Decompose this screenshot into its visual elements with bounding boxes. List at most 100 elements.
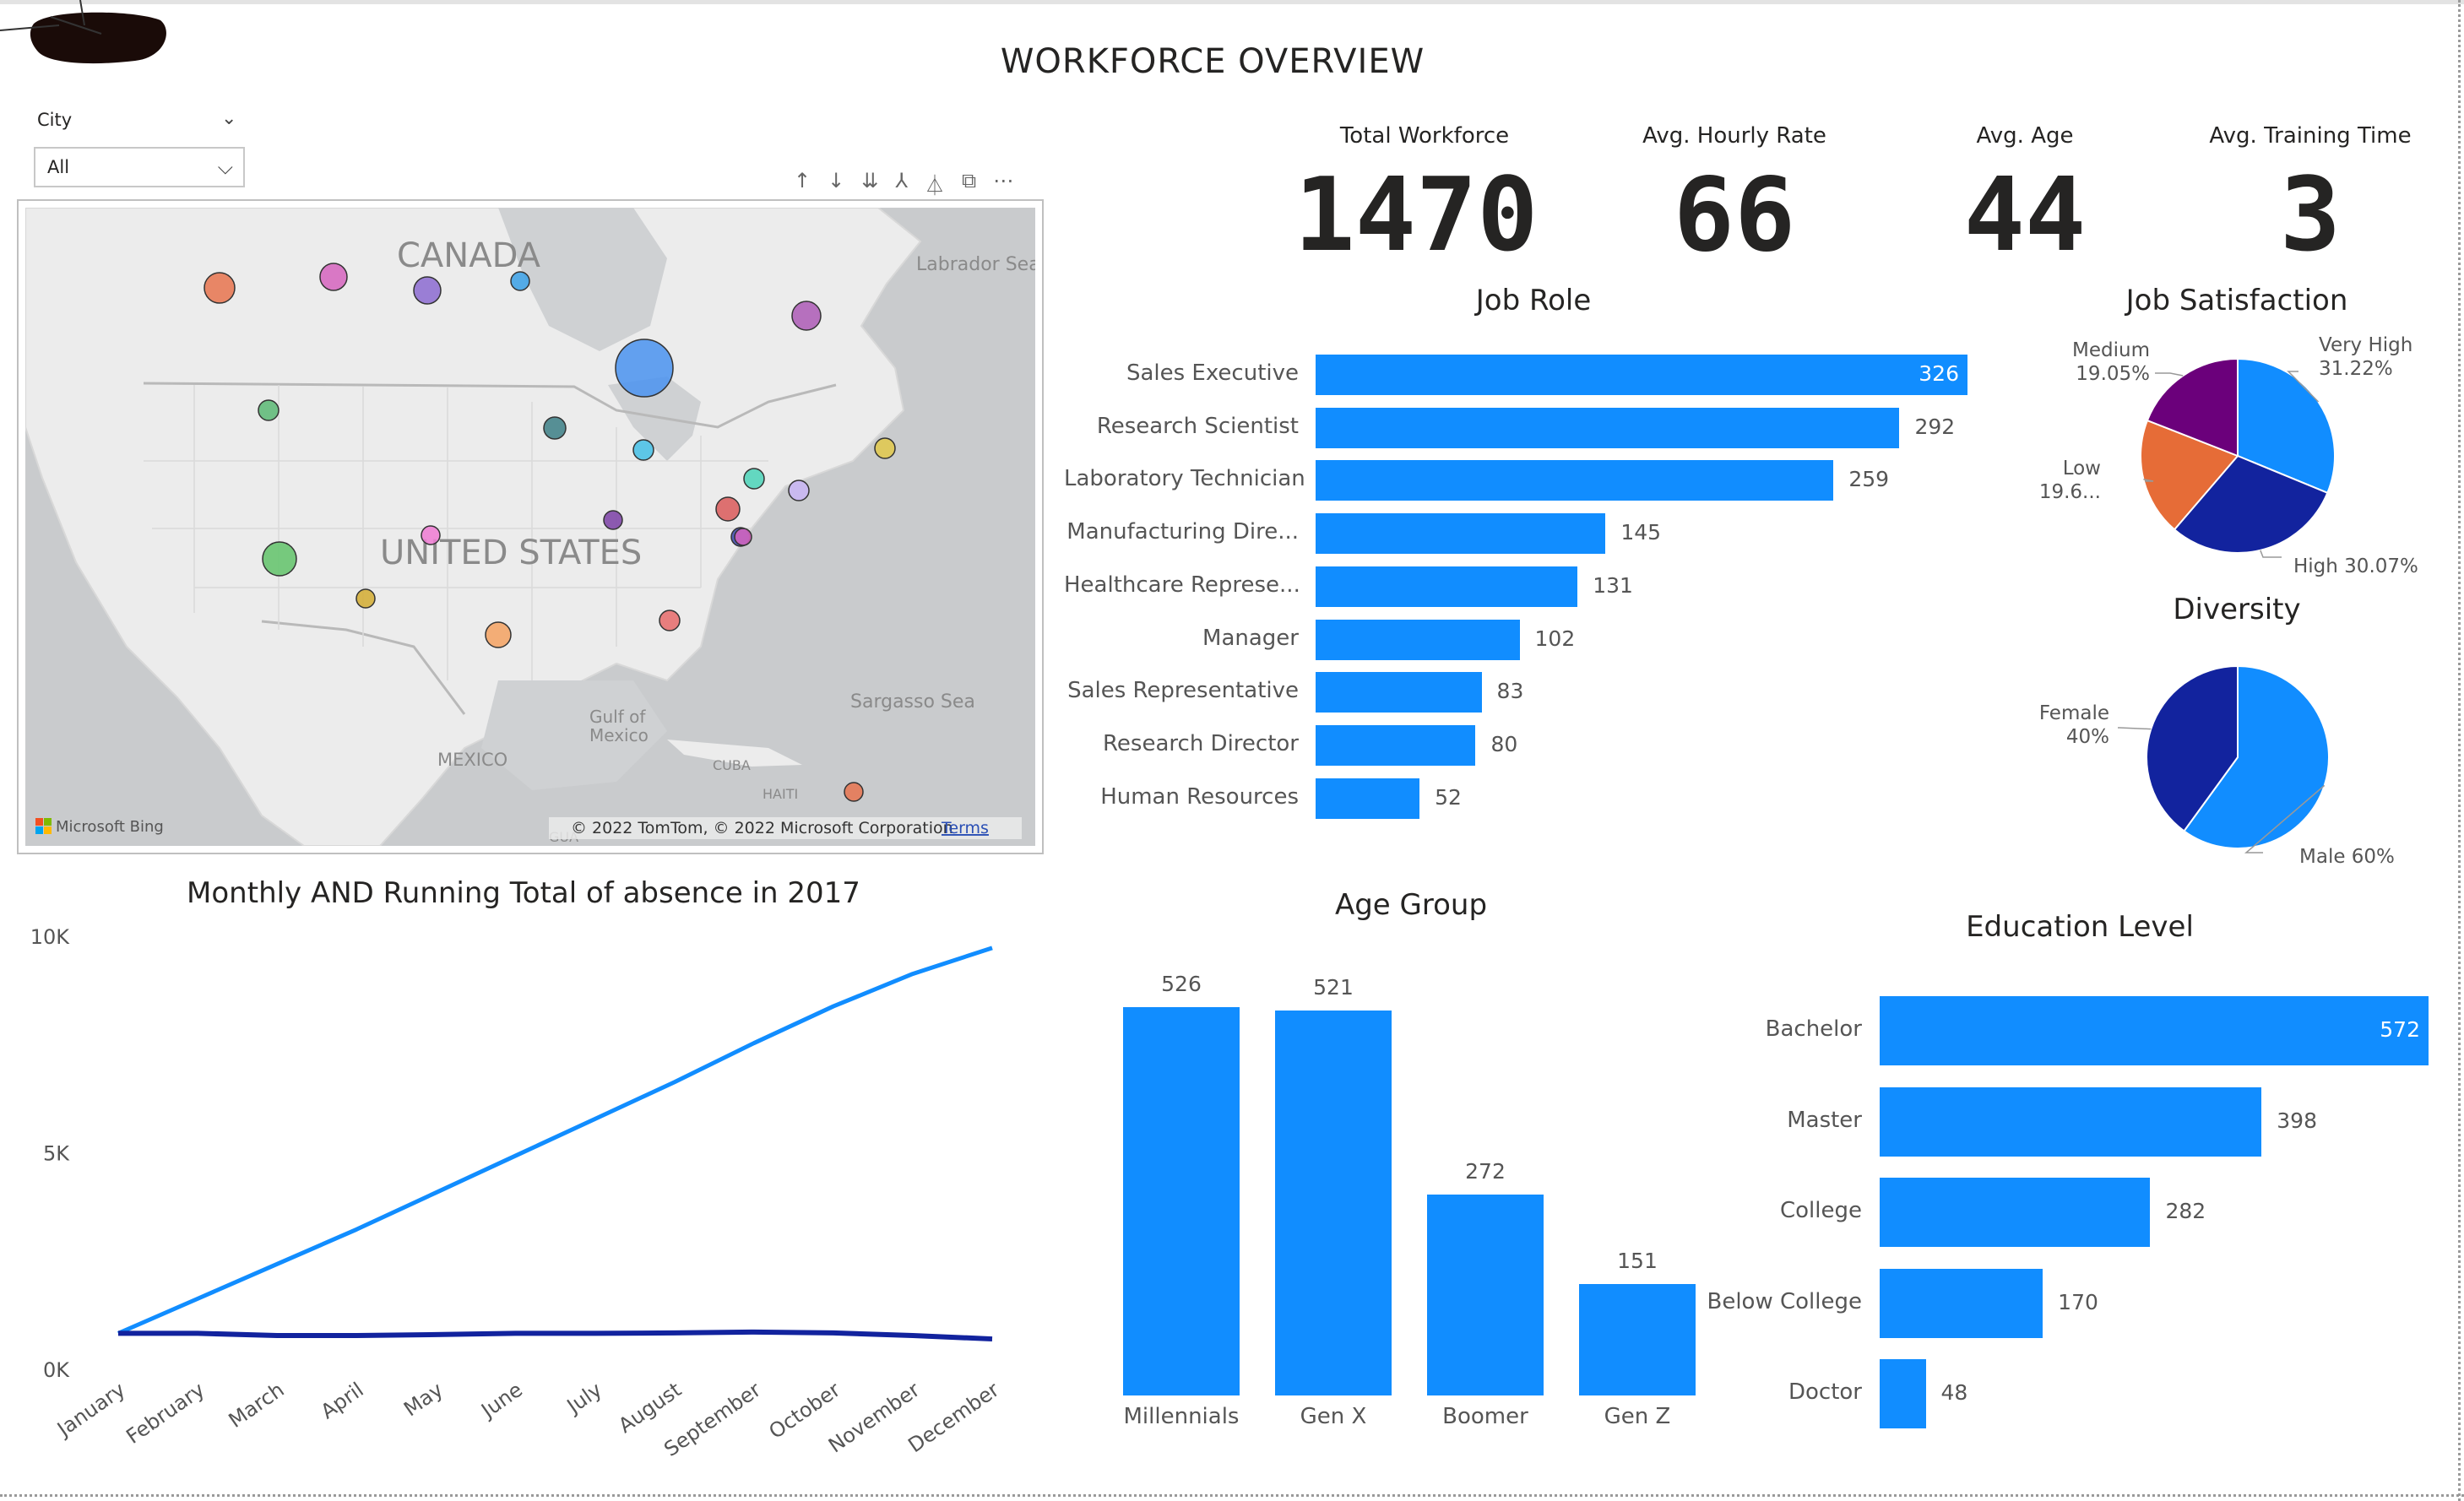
bing-logo-red — [35, 818, 43, 826]
pie-leader-line — [2287, 371, 2320, 403]
bar-value-label: 282 — [2165, 1199, 2206, 1223]
job-role-title: Job Role — [1475, 284, 1592, 317]
drill-up-icon[interactable]: ↑ — [794, 169, 811, 192]
bar-value-label: 572 — [2380, 1017, 2420, 1042]
bar-category-label: Manager — [1202, 625, 1299, 651]
expand-next-level-icon[interactable]: ⇊ — [861, 169, 879, 192]
map-label-sargasso: Sargasso Sea — [850, 691, 975, 713]
map-bubble — [715, 496, 741, 522]
bar-value-label: 131 — [1593, 572, 1633, 598]
bar-value-label: 145 — [1620, 520, 1662, 545]
dropdown-caret-icon: ⌵ — [217, 155, 233, 179]
column-value-label: 151 — [1617, 1248, 1658, 1273]
city-slicer-dropdown[interactable]: All ⌵ — [34, 147, 245, 187]
map-label-haiti: HAITI — [763, 786, 798, 802]
column-category-label: Boomer — [1442, 1404, 1528, 1429]
bar-category-label: Healthcare Represe... — [1064, 572, 1300, 598]
map-bubble — [734, 528, 752, 546]
filter-icon[interactable]: ⏃ — [925, 174, 945, 198]
bar — [1316, 513, 1606, 555]
visual-header-toolbar: ↑ ↓ ⇊ ⅄ ⏃ ⧉ ⋯ — [794, 169, 1047, 198]
column — [1275, 1011, 1392, 1395]
absence-chart-title: Monthly AND Running Total of absence in … — [187, 876, 860, 910]
column-value-label: 521 — [1313, 975, 1354, 1000]
bar — [1316, 566, 1578, 607]
state-borders — [144, 385, 768, 680]
pie-leader-line — [2260, 550, 2282, 558]
country-border — [143, 382, 837, 429]
map-bubble — [615, 339, 674, 398]
bar-category-label: Laboratory Technician — [1064, 466, 1305, 492]
pie-leader-line — [2143, 479, 2154, 482]
map-bubble — [632, 439, 654, 461]
bar-category-label: Master — [1787, 1107, 1862, 1133]
bar-value-label: 326 — [1919, 361, 1959, 386]
map-visual-frame — [17, 199, 1044, 854]
age-group-title: Age Group — [1334, 888, 1488, 922]
bar-value-label: 170 — [2058, 1289, 2098, 1314]
bar — [1316, 407, 1900, 448]
map-bubble — [355, 588, 376, 609]
gulf-of-mexico — [481, 680, 667, 790]
bar — [1880, 1268, 2043, 1338]
north-america-land — [25, 208, 922, 846]
drill-down-icon[interactable]: ↓ — [828, 169, 845, 192]
map-bubble — [743, 468, 765, 490]
kpi-label-avg-age: Avg. Age — [1976, 123, 2074, 149]
column — [1123, 1007, 1240, 1395]
pie-data-label: 19.05% — [2076, 363, 2150, 385]
expand-hierarchy-icon[interactable]: ⅄ — [895, 169, 908, 192]
pie-data-label: 31.22% — [2319, 358, 2393, 380]
column-category-label: Millennials — [1123, 1404, 1240, 1429]
map-label-gulf: Gulf of — [589, 707, 646, 727]
column-value-label: 272 — [1465, 1159, 1506, 1184]
pie-data-label: Low — [2063, 458, 2101, 480]
bottom-border — [0, 1494, 2464, 1497]
redacted-logo — [0, 0, 166, 64]
bar — [1880, 1086, 2262, 1157]
bar-category-label: Sales Executive — [1126, 360, 1299, 386]
bing-logo-blue — [35, 826, 43, 834]
focus-mode-icon[interactable]: ⧉ — [962, 169, 977, 192]
bar — [1880, 996, 2429, 1065]
x-tick-label: March — [225, 1378, 289, 1433]
map-bubble — [485, 621, 512, 648]
kpi-label-avg-hourly-rate: Avg. Hourly Rate — [1642, 123, 1826, 149]
bubble-map[interactable]: CANADA Labrador Sea UNITED STATES Gulf of Me… — [25, 208, 1035, 846]
x-tick-label: June — [475, 1378, 527, 1423]
great-lakes — [608, 377, 701, 461]
map-bubbles — [204, 263, 896, 802]
bar-category-label: Sales Representative — [1067, 678, 1299, 704]
map-bubble — [319, 263, 348, 291]
x-tick-label: July — [562, 1378, 606, 1419]
bar-value-label: 80 — [1490, 731, 1518, 756]
pie-data-label: High 30.07% — [2293, 555, 2418, 577]
bar — [1316, 778, 1420, 819]
map-bubble — [258, 399, 280, 421]
x-tick-label: February — [122, 1378, 209, 1449]
diversity-title: Diversity — [2173, 593, 2301, 626]
column-category-label: Gen X — [1300, 1404, 1367, 1429]
bar — [1316, 460, 1834, 501]
bar-category-label: Below College — [1707, 1288, 1863, 1314]
map-terms-link[interactable]: Terms — [941, 819, 989, 837]
map-bubble — [421, 525, 441, 545]
bar-value-label: 259 — [1848, 467, 1890, 492]
bing-logo-yellow — [44, 826, 52, 834]
bar — [1316, 672, 1482, 713]
bar-category-label: Manufacturing Dire... — [1066, 519, 1299, 545]
education-level-title: Education Level — [1966, 910, 2194, 944]
pie-data-label: 19.6... — [2039, 481, 2101, 503]
kpi-label-avg-training-time: Avg. Training Time — [2209, 123, 2412, 149]
map-canvas: CANADA Labrador Sea UNITED STATES Gulf ofMe… — [25, 208, 1035, 846]
top-border — [0, 0, 2464, 4]
bar — [1316, 724, 1476, 766]
chevron-down-icon[interactable]: ⌄ — [221, 108, 237, 129]
kpi-value-avg-age: 44 — [1963, 157, 2087, 274]
city-slicer-label: City — [37, 110, 73, 130]
map-label-labrador: Labrador Sea — [916, 254, 1035, 275]
more-options-icon[interactable]: ⋯ — [993, 169, 1014, 192]
bar-category-label: Doctor — [1788, 1379, 1862, 1405]
bar-value-label: 292 — [1914, 414, 1956, 439]
